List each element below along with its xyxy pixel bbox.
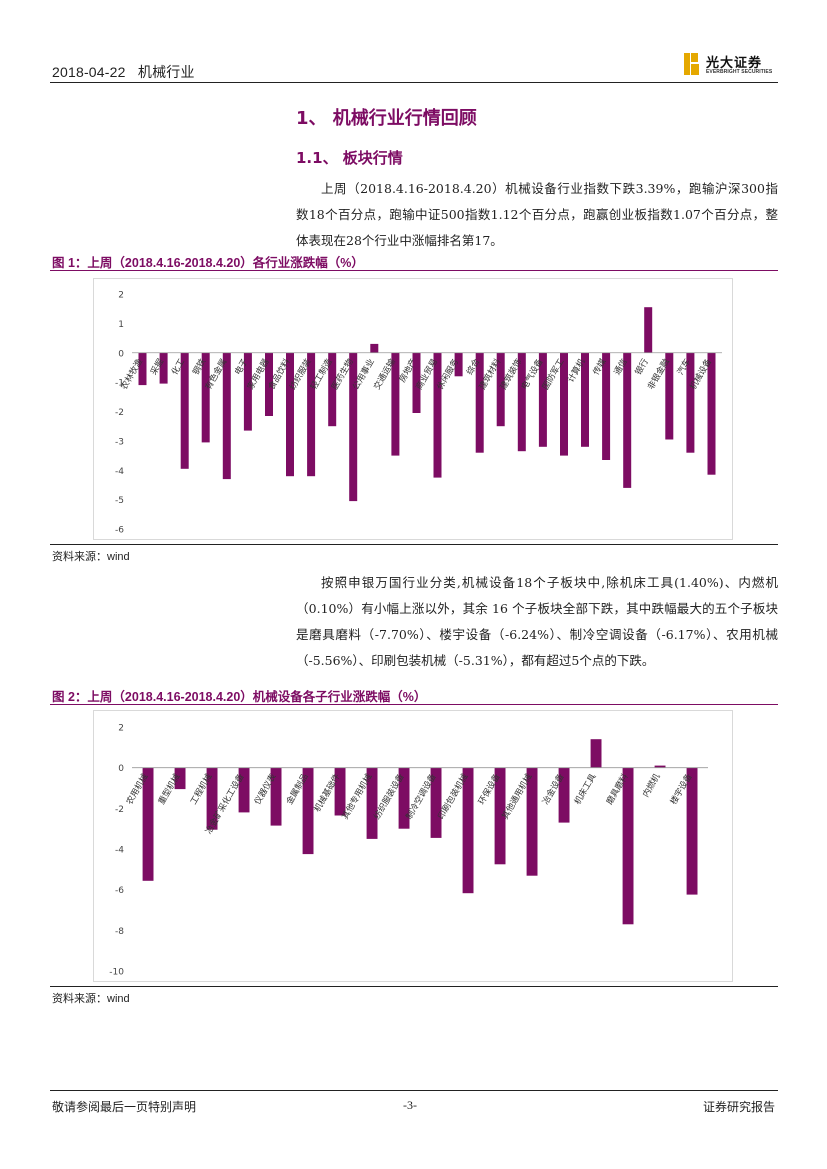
bar-9	[307, 352, 316, 477]
logo-text-cn: 光大证券	[706, 56, 763, 71]
report-date: 2018-04-22	[52, 64, 126, 80]
bar-4	[201, 352, 210, 443]
bar-10	[430, 767, 442, 838]
bar-19	[517, 352, 526, 452]
bar-1	[138, 352, 147, 386]
bar-28	[707, 352, 716, 475]
y-axis: 2 0 -2 -4 -6 -8 -10	[109, 724, 124, 978]
y-tick-label: -1	[115, 379, 124, 389]
figure2-title: 图 2：上周（2018.4.16-2018.4.20）机械设备各子行业涨跌幅（%…	[52, 690, 427, 704]
bar-2	[159, 352, 168, 384]
figure1-chart-frame: 2 1 0 -1 -2 -3 -4 -5 -6 农林牧渔 采掘 化工 钢铁 有色金属 电子 家用电器 食品饮料纺…	[93, 278, 733, 540]
bar-1	[142, 767, 154, 881]
category-label: 机床工具	[572, 771, 599, 806]
bar-15	[433, 352, 442, 478]
bar-24	[623, 352, 632, 488]
bar-3	[206, 767, 218, 830]
bar-14	[412, 352, 421, 413]
category-label: 内燃机	[640, 771, 663, 799]
bar-16	[454, 352, 463, 377]
bar-25	[644, 307, 653, 353]
footer-report-type: 证券研究报告	[703, 1100, 776, 1114]
y-tick-label: -8	[115, 927, 124, 937]
y-axis: 2 1 0 -1 -2 -3 -4 -5 -6	[115, 291, 124, 536]
paragraph-sector-performance: 上周（2018.4.16-2018.4.20）机械设备行业指数下跌3.39%，跑…	[296, 176, 778, 254]
bar-14	[558, 767, 570, 823]
y-tick-label: 1	[118, 320, 124, 330]
figure1-title-divider	[50, 270, 778, 271]
logo-text-en: EVERBRIGHT SECURITIES	[706, 69, 773, 75]
bar-4	[238, 767, 250, 813]
bar-7	[334, 767, 346, 816]
subsection-heading: 1.1、 板块行情	[296, 149, 403, 167]
paragraph-subsector-performance: 按照申银万国行业分类,机械设备18个子板块中,除机床工具(1.40%)、内燃机（…	[296, 570, 778, 674]
bar-17	[475, 352, 484, 453]
figure1-source: 资料来源：wind	[52, 551, 130, 563]
y-tick-label: -10	[109, 968, 124, 978]
page-number: -3-	[403, 1098, 417, 1112]
bar-18	[496, 352, 505, 427]
bar-27	[686, 352, 695, 453]
paragraph-text: 按照申银万国行业分类,机械设备18个子板块中,除机床工具(1.40%)、内燃机（…	[296, 575, 778, 668]
y-tick-label: -6	[115, 886, 124, 896]
y-tick-label: -2	[115, 408, 124, 418]
bar-26	[665, 352, 674, 440]
paragraph-text: 上周（2018.4.16-2018.4.20）机械设备行业指数下跌3.39%，跑…	[296, 181, 778, 248]
bar-2	[174, 767, 186, 790]
y-tick-label: -5	[115, 496, 124, 506]
y-tick-label: 0	[118, 349, 124, 359]
bar-6	[243, 352, 252, 431]
footer-divider	[50, 1090, 778, 1091]
bar-10	[328, 352, 337, 427]
y-tick-label: 2	[118, 291, 124, 301]
bar-21	[560, 352, 568, 456]
bar-9	[398, 767, 410, 829]
bar-3	[180, 352, 189, 469]
y-tick-label: -2	[115, 805, 124, 815]
bar-16	[622, 767, 634, 925]
footer-disclaimer: 敬请参阅最后一页特别声明	[52, 1100, 197, 1114]
header-divider	[50, 82, 778, 83]
bar-23	[602, 352, 611, 460]
bar-18	[686, 767, 698, 895]
figure2-title-divider	[50, 704, 778, 705]
bar-15	[590, 739, 602, 768]
bar-series	[142, 739, 698, 925]
bar-5	[270, 767, 282, 826]
bar-13	[391, 352, 400, 456]
bar-11	[462, 767, 474, 894]
y-tick-label: -6	[115, 526, 124, 536]
bar-12	[370, 343, 379, 353]
everbright-logo: 光大证券 EVERBRIGHT SECURITIES	[684, 52, 780, 78]
bar-8	[366, 767, 378, 839]
category-label: 银行	[633, 356, 651, 377]
bar-5	[222, 352, 231, 480]
bar-20	[538, 352, 547, 447]
bar-22	[581, 352, 589, 447]
bar-17	[654, 765, 666, 768]
section-heading: 1、 机械行业行情回顾	[296, 108, 477, 129]
y-tick-label: -4	[115, 467, 124, 477]
report-date-industry: 2018-04-22 机械行业	[52, 62, 195, 82]
y-tick-label: 2	[118, 724, 124, 734]
y-tick-label: -3	[115, 437, 124, 447]
y-tick-label: -4	[115, 846, 124, 856]
logo-mark-icon	[684, 53, 699, 75]
figure2-source-divider	[50, 986, 778, 987]
industry-name: 机械行业	[137, 64, 195, 80]
bar-series	[138, 307, 716, 502]
bar-7	[265, 352, 273, 416]
figure2-chart-frame: 2 0 -2 -4 -6 -8 -10 农用机械 重型机械 工程机械 冶金矿采化工设备 仪器仪表 金属制…	[93, 710, 733, 982]
bar-8	[286, 352, 294, 477]
bar-13	[526, 767, 538, 876]
figure1-source-divider	[50, 544, 778, 545]
figure2-source: 资料来源：wind	[52, 993, 130, 1005]
figure1-title: 图 1：上周（2018.4.16-2018.4.20）各行业涨跌幅（%）	[52, 256, 364, 270]
bar-6	[302, 767, 314, 855]
bar-12	[494, 767, 506, 865]
y-tick-label: 0	[118, 764, 124, 774]
bar-11	[349, 352, 358, 502]
